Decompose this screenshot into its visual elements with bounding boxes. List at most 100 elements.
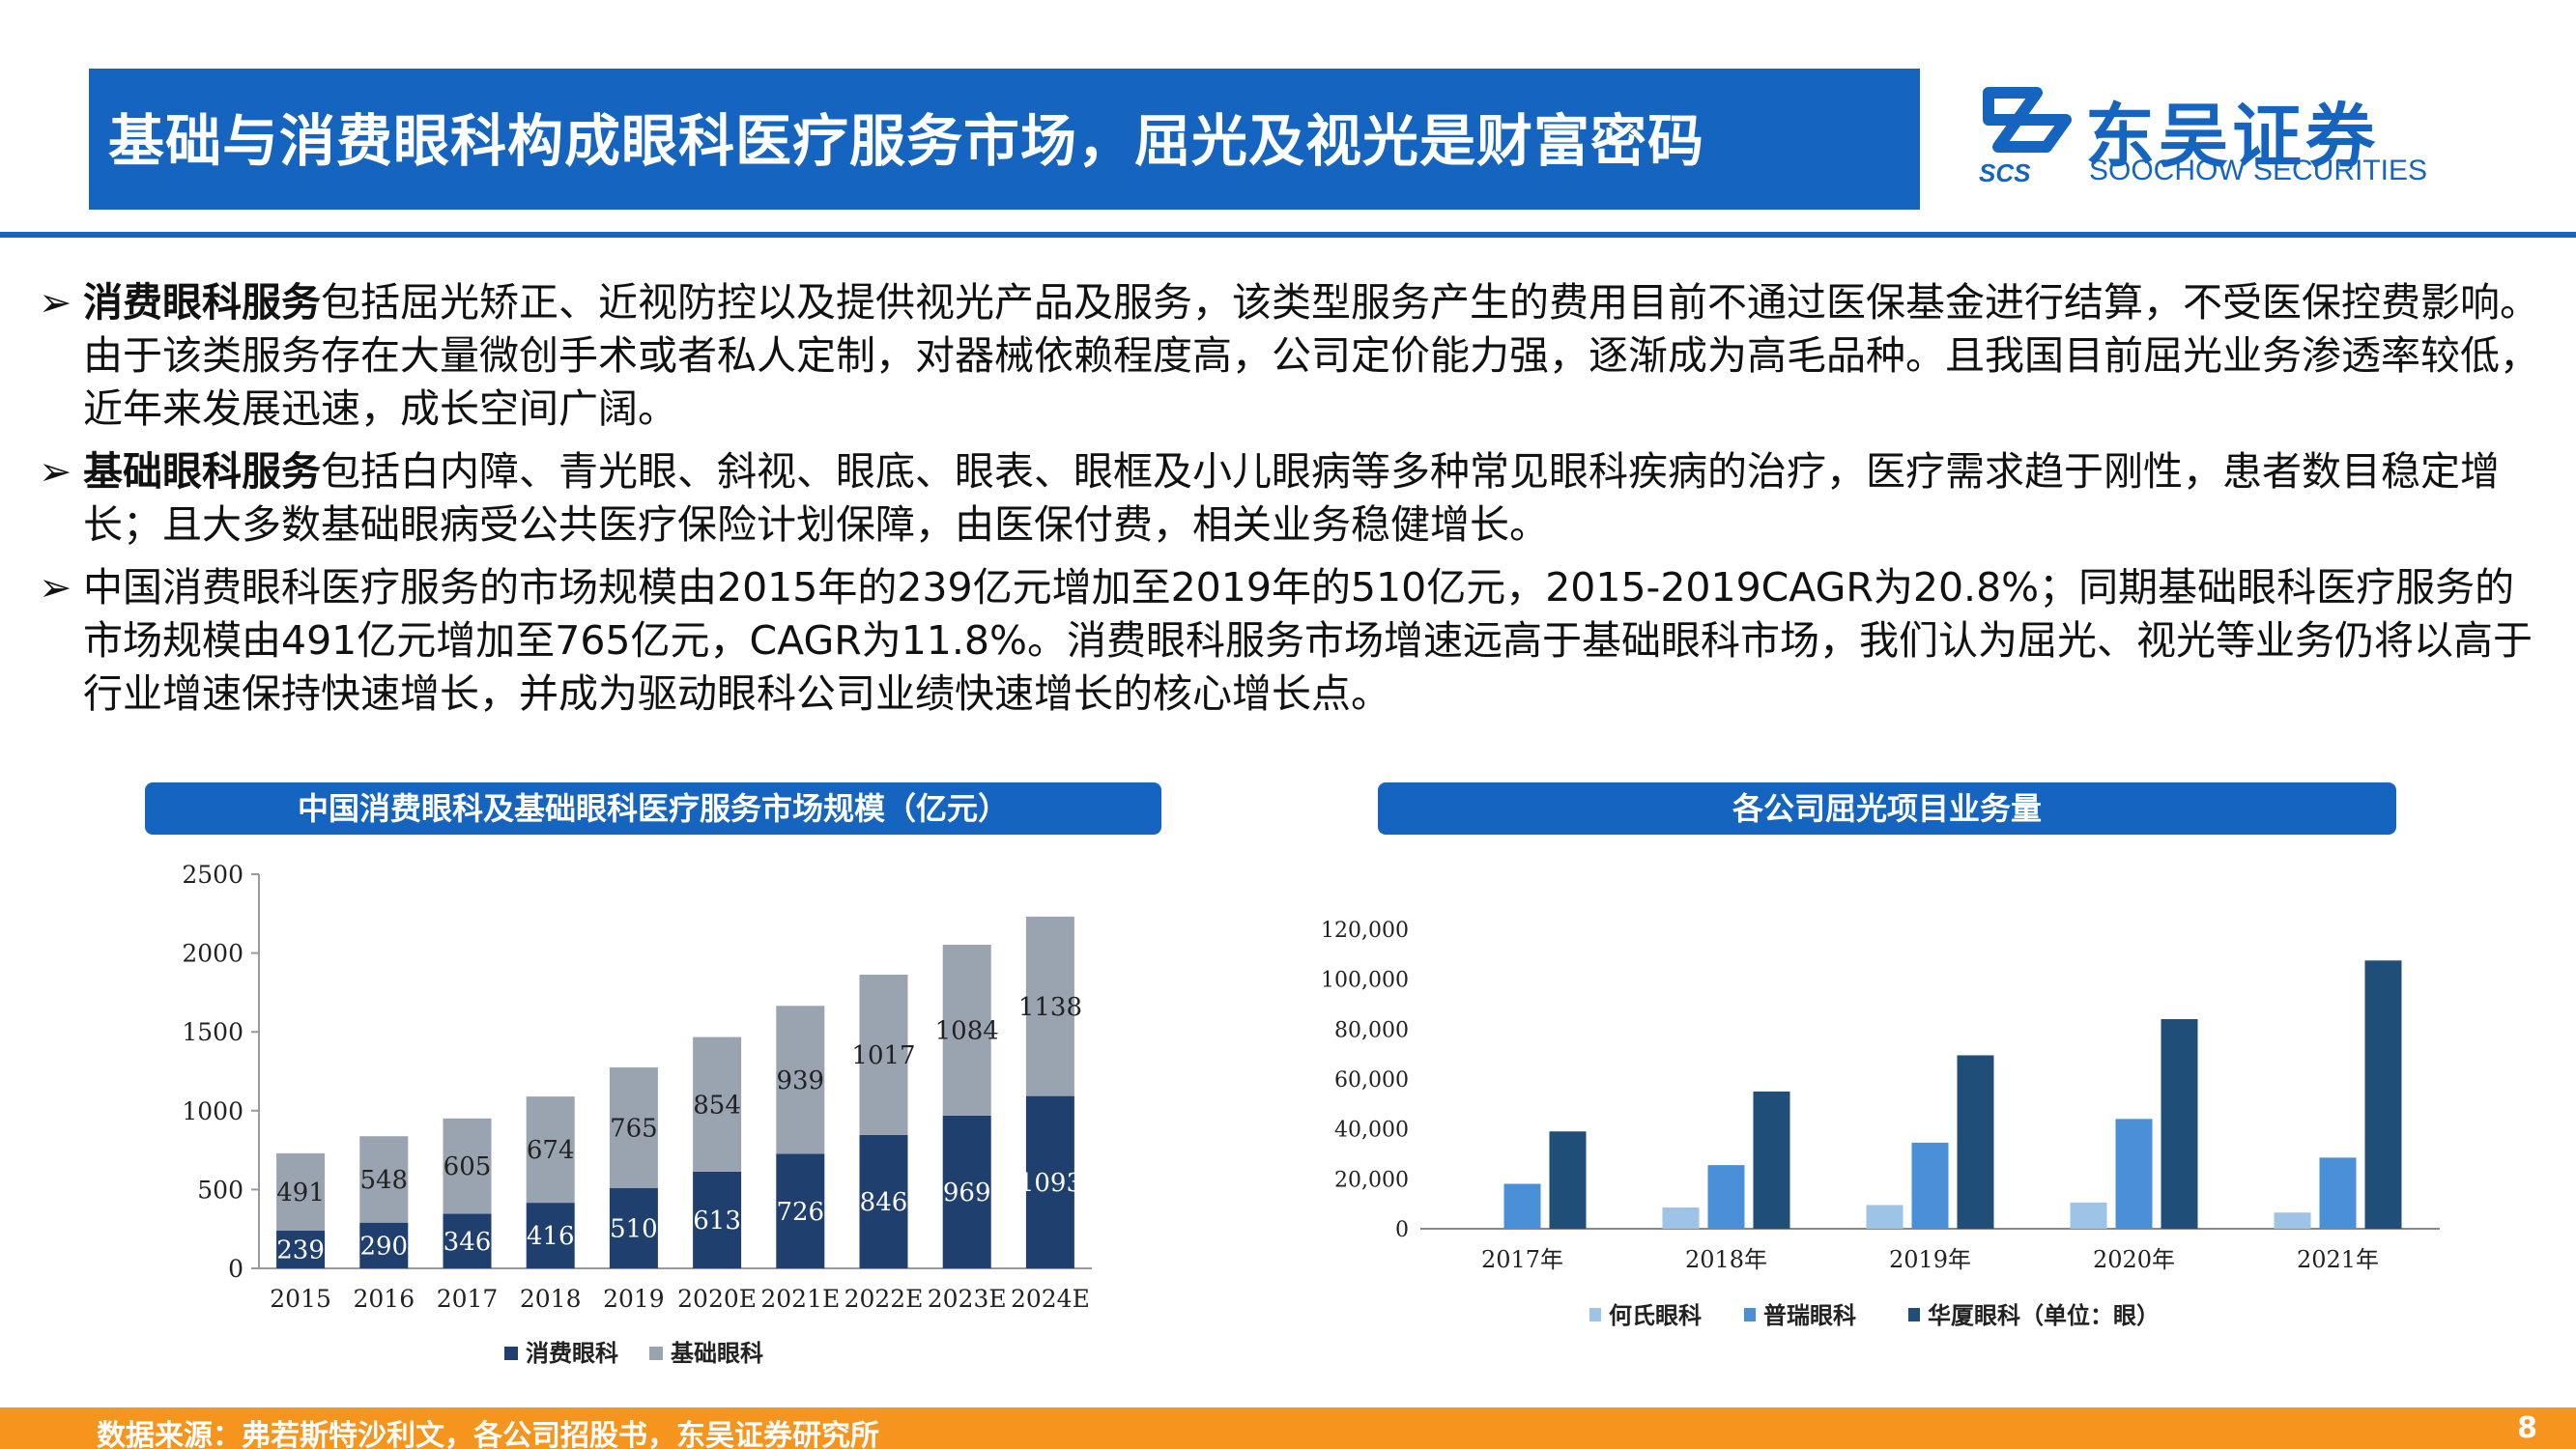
x-tick-label: 2016: [353, 1285, 415, 1313]
bar-value-label: 1093: [1018, 1169, 1082, 1198]
legend-swatch-heshi: [1589, 1308, 1601, 1321]
bullet-heading: 基础眼科服务: [83, 448, 321, 495]
y-tick-label: 2500: [182, 861, 243, 889]
page-title: 基础与消费眼科构成眼科医疗服务市场，屈光及视光是财富密码: [108, 108, 1705, 174]
logo-mark-icon: [1983, 87, 2072, 153]
bar-purui: [1503, 1183, 1541, 1229]
bullet-arrow-icon: ➢: [39, 279, 72, 326]
bar-value-label: 726: [776, 1198, 824, 1227]
bar-basic: [776, 1006, 825, 1154]
y-tick-label: 0: [1395, 1218, 1409, 1242]
bar-value-label: 854: [693, 1091, 741, 1120]
x-tick-label: 2017: [437, 1285, 499, 1313]
bar-value-label: 239: [276, 1236, 325, 1264]
bar-huaxia: [2364, 960, 2402, 1229]
y-tick-label: 100,000: [1321, 969, 1409, 993]
bar-consumer: [276, 1230, 326, 1268]
bar-value-label: 765: [610, 1114, 658, 1143]
title-bar: 基础与消费眼科构成眼科医疗服务市场，屈光及视光是财富密码: [89, 69, 1920, 210]
x-tick-label: 2018年: [1685, 1246, 1767, 1273]
bullet-heading: 消费眼科服务: [83, 279, 321, 326]
bar-value-label: 605: [444, 1152, 492, 1181]
x-tick-label: 2020年: [2093, 1246, 2175, 1273]
y-tick-label: 40,000: [1334, 1119, 1409, 1143]
legend-label: 何氏眼科: [1609, 1301, 1702, 1329]
bullet-arrow-icon: ➢: [39, 564, 72, 611]
bar-basic: [526, 1096, 575, 1204]
bar-heshi: [2070, 1202, 2107, 1229]
x-tick-label: 2019: [603, 1285, 665, 1313]
bar-value-label: 1138: [1018, 993, 1082, 1022]
data-source: 数据来源：弗若斯特沙利文，各公司招股书，东吴证券研究所: [97, 1419, 879, 1449]
refractive-volume-bar-chart: 0 20,000 40,000 60,000 80,000 100,000 120,000 2…: [1321, 919, 2440, 1329]
bar-value-label: 290: [359, 1232, 408, 1261]
bar-huaxia: [1549, 1131, 1587, 1229]
bar-consumer: [1025, 1095, 1074, 1268]
logo-abbr: SCS: [1979, 158, 2031, 187]
y-tick-label: 0: [228, 1255, 243, 1283]
legend-swatch-basic: [649, 1347, 663, 1360]
chart-title-refractive-volume: 各公司屈光项目业务量: [1378, 782, 2396, 835]
bullet-text: 中国消费眼科医疗服务的市场规模由2015年的239亿元增加至2019年的510亿…: [83, 564, 2533, 717]
x-tick-label: 2021年: [2297, 1246, 2379, 1273]
y-tick-label: 500: [197, 1176, 243, 1204]
header-divider: [0, 232, 2576, 238]
bar-basic: [1025, 916, 1074, 1096]
x-tick-label: 2020E: [677, 1285, 757, 1313]
x-tick-label: 2023E: [928, 1285, 1007, 1313]
bullet-arrow-icon: ➢: [39, 448, 72, 495]
bar-value-label: 346: [444, 1228, 492, 1257]
bar-basic: [942, 944, 991, 1116]
y-tick-label: 80,000: [1334, 1018, 1409, 1042]
bar-basic: [693, 1037, 742, 1172]
bar-basic: [609, 1066, 658, 1188]
bar-consumer: [693, 1171, 742, 1268]
bar-value-label: 510: [610, 1214, 658, 1243]
bar-heshi: [1866, 1205, 1903, 1229]
legend-label: 普瑞眼科: [1763, 1301, 1856, 1329]
bar-value-label: 1084: [935, 1016, 999, 1045]
company-logo: 东吴证券 SCS SOOCHOW SECURITIES: [1979, 79, 2433, 195]
legend-label: 消费眼科: [526, 1339, 618, 1367]
bar-value-label: 846: [860, 1188, 908, 1217]
bar-consumer: [443, 1213, 492, 1268]
bar-purui: [2115, 1119, 2153, 1229]
bar-value-label: 969: [943, 1179, 991, 1208]
y-tick-label: 2000: [182, 940, 243, 968]
legend-swatch-purui: [1744, 1308, 1756, 1321]
bullet-basic-service: ➢ 基础眼科服务包括白内障、青光眼、斜视、眼底、眼表、眼框及小儿眼病等多种常见眼科…: [39, 445, 2541, 552]
logo-english-name: SOOCHOW SECURITIES: [2089, 155, 2428, 186]
x-tick-label: 2021E: [760, 1285, 840, 1313]
bar-value-label: 939: [776, 1066, 824, 1095]
y-tick-label: 1500: [182, 1018, 243, 1046]
bar-consumer: [776, 1153, 825, 1268]
legend-swatch-huaxia: [1908, 1308, 1920, 1321]
x-tick-label: 2024E: [1011, 1285, 1090, 1313]
bar-value-label: 1017: [851, 1041, 915, 1070]
x-tick-label: 2015: [270, 1285, 331, 1313]
bar-basic: [443, 1118, 492, 1214]
footer-bar: 数据来源：弗若斯特沙利文，各公司招股书，东吴证券研究所 8: [0, 1407, 2576, 1449]
y-tick-label: 120,000: [1321, 919, 1409, 943]
bar-heshi: [2274, 1212, 2311, 1229]
bullet-text: 包括屈光矫正、近视防控以及提供视光产品及服务，该类型服务产生的费用目前不通过医保…: [83, 279, 2539, 432]
legend-label: 华厦眼科（单位：眼）: [1928, 1301, 2160, 1329]
x-tick-label: 2018: [520, 1285, 582, 1313]
bar-consumer: [359, 1222, 409, 1268]
bullet-consumer-service: ➢ 消费眼科服务包括屈光矫正、近视防控以及提供视光产品及服务，该类型服务产生的费用…: [39, 276, 2541, 436]
bar-huaxia: [1753, 1091, 1790, 1229]
bar-huaxia: [2161, 1019, 2198, 1229]
bar-value-label: 613: [693, 1207, 741, 1236]
bar-consumer: [526, 1203, 575, 1268]
bar-basic: [276, 1152, 326, 1231]
y-tick-label: 20,000: [1334, 1168, 1409, 1192]
bar-purui: [1911, 1142, 1949, 1229]
bar-consumer: [859, 1134, 908, 1268]
bar-consumer: [609, 1187, 658, 1268]
x-tick-label: 2017年: [1481, 1246, 1563, 1273]
bullet-text: 包括白内障、青光眼、斜视、眼底、眼表、眼框及小儿眼病等多种常见眼科疾病的治疗，医…: [83, 448, 2500, 548]
bar-value-label: 416: [527, 1222, 575, 1251]
bar-value-label: 491: [276, 1179, 325, 1208]
legend-swatch-consumer: [504, 1347, 518, 1360]
bar-purui: [1707, 1165, 1745, 1229]
